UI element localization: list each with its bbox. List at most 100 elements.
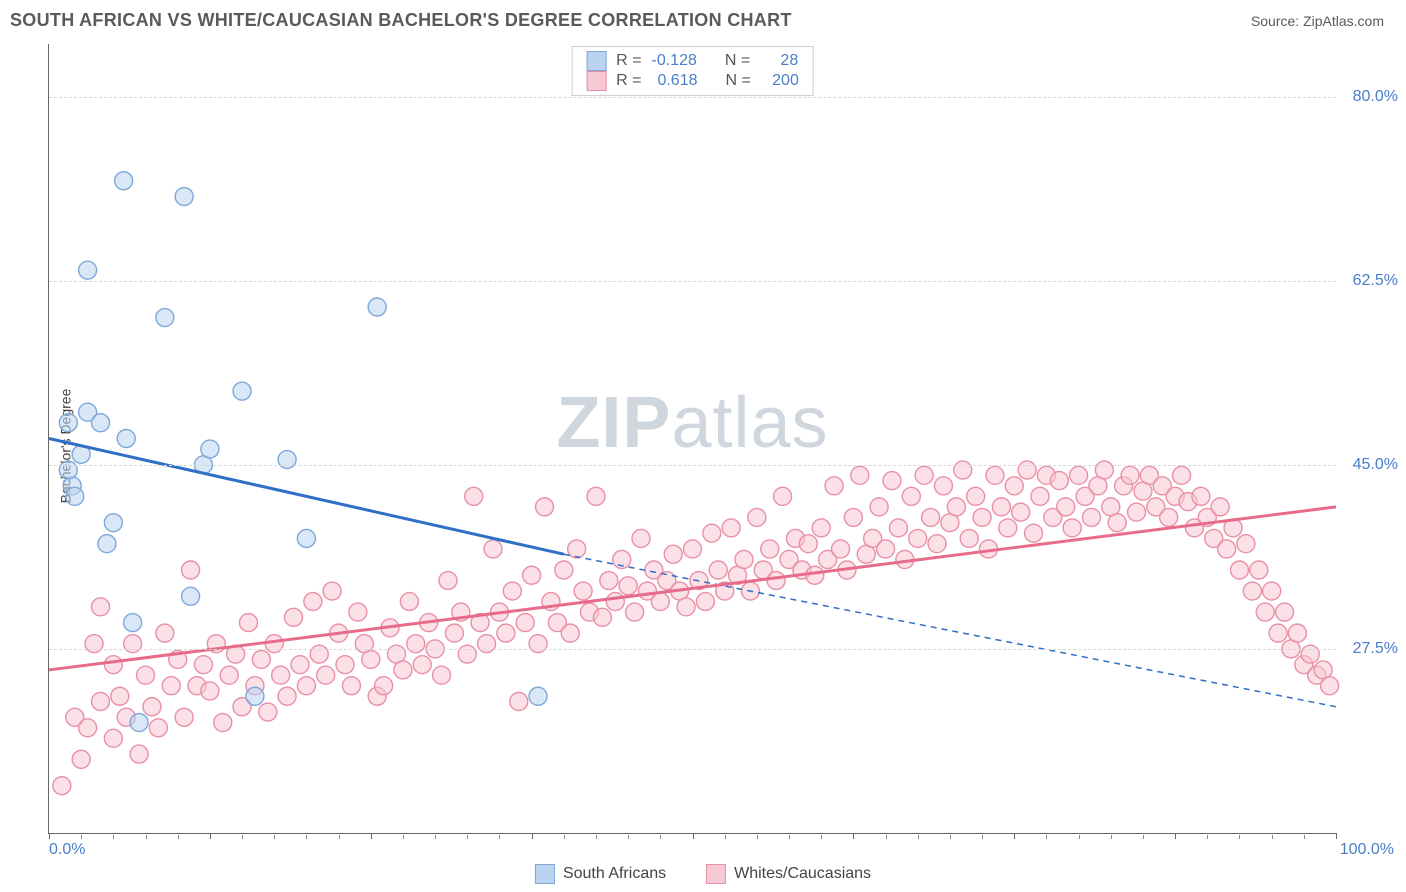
data-point [278, 451, 296, 469]
data-point [104, 656, 122, 674]
regression-extension [564, 554, 1336, 707]
data-point [1230, 561, 1248, 579]
data-point [664, 545, 682, 563]
legend-label-series-b: Whites/Caucasians [734, 865, 871, 883]
data-point [59, 414, 77, 432]
swatch-series-b-bottom [706, 864, 726, 884]
data-point [632, 529, 650, 547]
data-point [1128, 503, 1146, 521]
legend-label-series-a: South Africans [563, 865, 666, 883]
data-point [91, 414, 109, 432]
data-point [149, 719, 167, 737]
data-point [851, 466, 869, 484]
data-point [117, 430, 135, 448]
data-point [870, 498, 888, 516]
data-point [445, 624, 463, 642]
data-point [1321, 677, 1339, 695]
data-point [342, 677, 360, 695]
data-point [529, 635, 547, 653]
data-point [1057, 498, 1075, 516]
data-point [1250, 561, 1268, 579]
data-point [497, 624, 515, 642]
data-point [1288, 624, 1306, 642]
data-point [1018, 461, 1036, 479]
data-point [812, 519, 830, 537]
data-point [825, 477, 843, 495]
data-point [922, 508, 940, 526]
legend-item-series-a: South Africans [535, 864, 666, 884]
data-point [947, 498, 965, 516]
data-point [285, 608, 303, 626]
data-point [1173, 466, 1191, 484]
data-point [91, 598, 109, 616]
data-point [799, 535, 817, 553]
data-point [91, 693, 109, 711]
data-point [1031, 487, 1049, 505]
data-point [555, 561, 573, 579]
data-point [999, 519, 1017, 537]
scatter-svg [49, 44, 1336, 833]
data-point [304, 593, 322, 611]
data-point [510, 693, 528, 711]
data-point [748, 508, 766, 526]
data-point [561, 624, 579, 642]
data-point [175, 708, 193, 726]
data-point [1263, 582, 1281, 600]
data-point [478, 635, 496, 653]
data-point [600, 572, 618, 590]
data-point [735, 550, 753, 568]
data-point [137, 666, 155, 684]
data-point [1025, 524, 1043, 542]
data-point [1063, 519, 1081, 537]
data-point [182, 587, 200, 605]
y-tick-label: 62.5% [1353, 272, 1398, 290]
data-point [407, 635, 425, 653]
data-point [593, 608, 611, 626]
data-point [317, 666, 335, 684]
data-point [272, 666, 290, 684]
data-point [111, 687, 129, 705]
data-point [220, 666, 238, 684]
data-point [535, 498, 553, 516]
data-point [394, 661, 412, 679]
data-point [484, 540, 502, 558]
data-point [1243, 582, 1261, 600]
data-point [928, 535, 946, 553]
data-point [79, 261, 97, 279]
data-point [1192, 487, 1210, 505]
header: SOUTH AFRICAN VS WHITE/CAUCASIAN BACHELO… [0, 0, 1406, 39]
data-point [143, 698, 161, 716]
data-point [1160, 508, 1178, 526]
source-attribution: Source: ZipAtlas.com [1251, 13, 1384, 29]
data-point [529, 687, 547, 705]
data-point [79, 719, 97, 737]
data-point [992, 498, 1010, 516]
data-point [362, 650, 380, 668]
data-point [619, 577, 637, 595]
data-point [233, 382, 251, 400]
chart-title: SOUTH AFRICAN VS WHITE/CAUCASIAN BACHELO… [10, 10, 792, 31]
data-point [909, 529, 927, 547]
data-point [523, 566, 541, 584]
data-point [568, 540, 586, 558]
data-point [767, 572, 785, 590]
data-point [104, 729, 122, 747]
data-point [291, 656, 309, 674]
data-point [194, 656, 212, 674]
data-point [774, 487, 792, 505]
data-point [201, 440, 219, 458]
data-point [877, 540, 895, 558]
data-point [182, 561, 200, 579]
data-point [59, 461, 77, 479]
data-point [684, 540, 702, 558]
data-point [934, 477, 952, 495]
data-point [115, 172, 133, 190]
data-point [954, 461, 972, 479]
data-point [915, 466, 933, 484]
data-point [433, 666, 451, 684]
data-point [574, 582, 592, 600]
regression-line [49, 507, 1336, 670]
legend-item-series-b: Whites/Caucasians [706, 864, 871, 884]
data-point [1050, 472, 1068, 490]
data-point [1256, 603, 1274, 621]
